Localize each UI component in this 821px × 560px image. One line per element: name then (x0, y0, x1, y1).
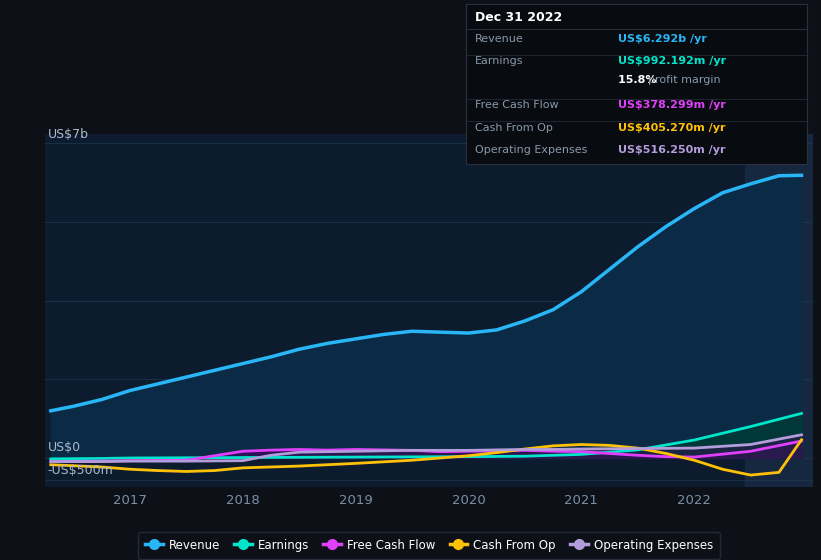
Text: Dec 31 2022: Dec 31 2022 (475, 11, 562, 24)
Text: US$0: US$0 (48, 441, 80, 454)
Text: Earnings: Earnings (475, 56, 523, 66)
Text: Operating Expenses: Operating Expenses (475, 144, 587, 155)
Text: US$7b: US$7b (48, 128, 89, 141)
Text: US$405.270m /yr: US$405.270m /yr (618, 123, 726, 133)
Text: US$516.250m /yr: US$516.250m /yr (618, 144, 726, 155)
Text: -US$500m: -US$500m (48, 464, 113, 477)
Legend: Revenue, Earnings, Free Cash Flow, Cash From Op, Operating Expenses: Revenue, Earnings, Free Cash Flow, Cash … (138, 532, 720, 559)
Text: Revenue: Revenue (475, 34, 523, 44)
Text: US$6.292b /yr: US$6.292b /yr (618, 34, 707, 44)
Text: US$378.299m /yr: US$378.299m /yr (618, 100, 726, 110)
Text: Free Cash Flow: Free Cash Flow (475, 100, 558, 110)
Text: Cash From Op: Cash From Op (475, 123, 553, 133)
Text: US$992.192m /yr: US$992.192m /yr (618, 56, 727, 66)
Text: 15.8%: 15.8% (618, 75, 661, 85)
Text: profit margin: profit margin (648, 75, 720, 85)
Bar (745, 134, 813, 487)
